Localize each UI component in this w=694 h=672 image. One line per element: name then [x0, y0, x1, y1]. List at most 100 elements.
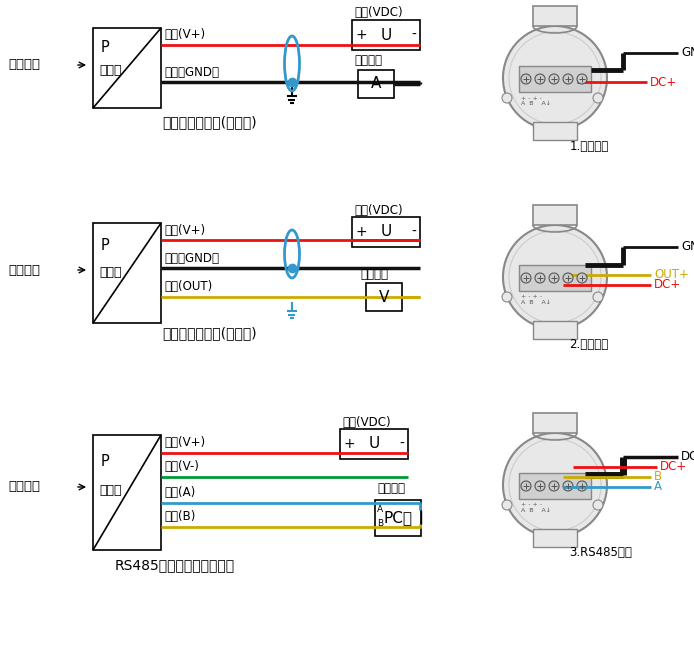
- Text: 绻线(V-): 绻线(V-): [164, 460, 199, 474]
- Circle shape: [521, 481, 531, 491]
- Bar: [533, 205, 577, 225]
- Circle shape: [535, 74, 545, 84]
- Text: 采集设备: 采集设备: [360, 267, 388, 280]
- Text: 黑线（GND）: 黑线（GND）: [164, 65, 219, 79]
- Text: + - + -: + - + -: [521, 503, 542, 507]
- Circle shape: [549, 74, 559, 84]
- Circle shape: [502, 93, 512, 103]
- Text: GND-: GND-: [681, 241, 694, 253]
- Text: B: B: [654, 470, 662, 483]
- Text: 蓝线(A): 蓝线(A): [164, 487, 195, 499]
- Text: B: B: [377, 519, 383, 528]
- Text: -: -: [399, 437, 404, 451]
- Circle shape: [503, 26, 607, 130]
- Text: PC机: PC机: [384, 511, 412, 526]
- Bar: [366, 283, 402, 311]
- Text: A  B    A↓: A B A↓: [521, 300, 551, 304]
- Text: 2.电压输出: 2.电压输出: [569, 339, 608, 351]
- Text: +: +: [344, 437, 355, 451]
- Text: 采集设备: 采集设备: [354, 54, 382, 67]
- Text: A  B    A↓: A B A↓: [521, 507, 551, 513]
- Text: 电源(VDC): 电源(VDC): [354, 204, 403, 216]
- Text: 电源(VDC): 电源(VDC): [354, 7, 403, 19]
- Bar: [533, 413, 577, 433]
- Text: 黑线（GND）: 黑线（GND）: [164, 251, 219, 265]
- Text: 变送器: 变送器: [99, 485, 121, 497]
- Text: U: U: [369, 437, 380, 452]
- Circle shape: [593, 93, 603, 103]
- Bar: [519, 66, 591, 92]
- Bar: [340, 429, 408, 459]
- Bar: [358, 70, 394, 98]
- Bar: [519, 265, 591, 291]
- Circle shape: [577, 481, 587, 491]
- Circle shape: [521, 74, 531, 84]
- Circle shape: [577, 74, 587, 84]
- Text: 黄线(OUT): 黄线(OUT): [164, 280, 212, 294]
- Text: 红线(V+): 红线(V+): [164, 224, 205, 237]
- Bar: [352, 20, 420, 50]
- Circle shape: [535, 481, 545, 491]
- Text: +: +: [356, 225, 368, 239]
- Circle shape: [502, 500, 512, 510]
- Text: +: +: [356, 28, 368, 42]
- Bar: [533, 321, 577, 339]
- Circle shape: [563, 273, 573, 283]
- Text: DC+: DC+: [660, 460, 687, 474]
- Text: OUT+: OUT+: [654, 269, 689, 282]
- Circle shape: [577, 273, 587, 283]
- Circle shape: [535, 273, 545, 283]
- Circle shape: [503, 433, 607, 537]
- Circle shape: [593, 500, 603, 510]
- Text: 液位输入: 液位输入: [8, 58, 40, 71]
- Text: P: P: [101, 239, 110, 253]
- Text: 电压输出接线图(三线制): 电压输出接线图(三线制): [162, 326, 257, 340]
- Text: RS485数字信号输出接线图: RS485数字信号输出接线图: [115, 558, 235, 572]
- Bar: [352, 217, 420, 247]
- Circle shape: [549, 273, 559, 283]
- Text: U: U: [380, 28, 391, 42]
- Bar: [375, 500, 421, 536]
- Bar: [519, 473, 591, 499]
- Text: 3.RS485输出: 3.RS485输出: [569, 546, 632, 560]
- Text: DC+: DC+: [650, 75, 677, 89]
- Text: -: -: [411, 28, 416, 42]
- Text: 采集设备: 采集设备: [377, 482, 405, 495]
- Bar: [93, 223, 161, 323]
- Circle shape: [503, 225, 607, 329]
- Circle shape: [549, 481, 559, 491]
- Text: P: P: [101, 40, 110, 56]
- Text: 电源(VDC): 电源(VDC): [342, 415, 391, 429]
- Circle shape: [502, 292, 512, 302]
- Text: 红线(V+): 红线(V+): [164, 437, 205, 450]
- Bar: [533, 6, 577, 26]
- Text: 液位输入: 液位输入: [8, 480, 40, 493]
- Text: + - + -: + - + -: [521, 95, 542, 101]
- Text: 1.电流输出: 1.电流输出: [570, 140, 609, 153]
- Text: 电流输出接线图(两线制): 电流输出接线图(两线制): [162, 115, 257, 129]
- Text: U: U: [380, 224, 391, 239]
- Text: DC-: DC-: [681, 450, 694, 464]
- Text: A  B    A↓: A B A↓: [521, 101, 551, 106]
- Text: V: V: [379, 290, 389, 304]
- Bar: [533, 529, 577, 547]
- Text: GND-: GND-: [681, 46, 694, 60]
- Text: DC+: DC+: [654, 278, 682, 292]
- Bar: [93, 28, 161, 108]
- Text: 变送器: 变送器: [99, 267, 121, 280]
- Text: -: -: [411, 225, 416, 239]
- Text: A: A: [654, 480, 662, 493]
- Circle shape: [593, 292, 603, 302]
- Text: 变送器: 变送器: [99, 65, 121, 77]
- Bar: [93, 435, 161, 550]
- Circle shape: [563, 74, 573, 84]
- Text: A: A: [371, 77, 381, 91]
- Text: 红线(V+): 红线(V+): [164, 28, 205, 42]
- Circle shape: [521, 273, 531, 283]
- Text: 黄线(B): 黄线(B): [164, 511, 196, 523]
- Bar: [533, 122, 577, 140]
- Text: A: A: [377, 505, 383, 515]
- Circle shape: [563, 481, 573, 491]
- Text: 液位输入: 液位输入: [8, 263, 40, 276]
- Text: + - + -: + - + -: [521, 294, 542, 300]
